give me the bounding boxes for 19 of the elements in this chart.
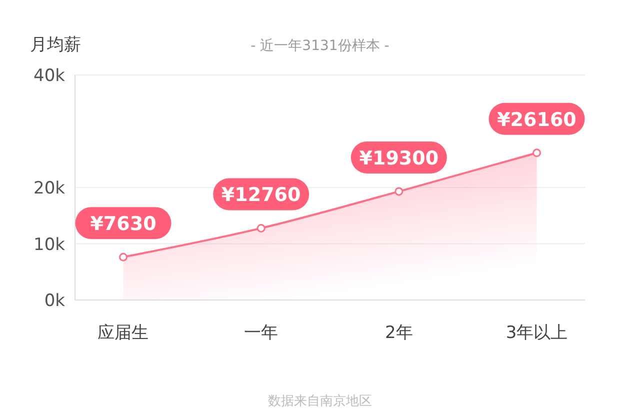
point [118,252,128,262]
x-tick-label: 2年 [385,323,413,343]
data-label: ¥7630 [90,213,156,236]
y-tick-label: 10k [34,234,66,255]
point [256,224,266,232]
y-axis-title: 月均薪 [30,35,81,55]
chart-subtitle: - 近一年3131份样本 - [250,38,390,54]
text: 数据来自南京地区 [268,394,372,409]
x-tick-label: 应届生 [98,323,149,343]
data-label: ¥19300 [359,147,439,170]
y-tick-label: 0k [44,291,66,311]
point [394,187,404,196]
x-tick-label: 一年 [244,323,278,343]
y-tick-label: 20k [34,178,66,198]
data-label: ¥26160 [497,108,576,131]
y-tick-label: 40k [34,66,66,86]
x-tick-label: 3年以上 [506,323,568,343]
data-label: ¥12760 [221,184,301,206]
point [532,148,542,158]
